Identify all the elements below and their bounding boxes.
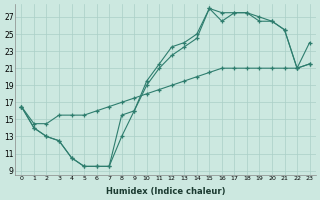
X-axis label: Humidex (Indice chaleur): Humidex (Indice chaleur) [106,187,225,196]
